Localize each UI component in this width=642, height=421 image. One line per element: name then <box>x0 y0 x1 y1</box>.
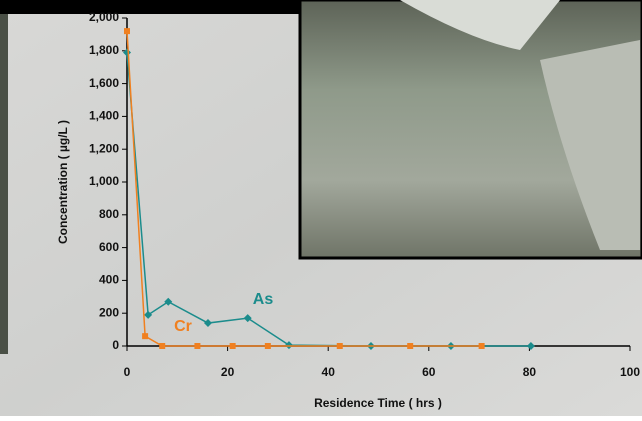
y-tick-label: 400 <box>99 273 119 287</box>
x-tick-label: 60 <box>422 365 436 379</box>
x-tick-label: 0 <box>124 365 131 379</box>
x-tick-label: 40 <box>322 365 336 379</box>
marker <box>407 343 413 349</box>
slide: Residence Time ( hrs ) Concentration ( µ… <box>0 0 642 416</box>
y-tick-label: 2,000 <box>89 10 119 24</box>
y-tick-label: 1,000 <box>89 174 119 188</box>
y-tick-label: 1,800 <box>89 43 119 57</box>
y-tick-label: 1,600 <box>89 76 119 90</box>
x-tick-label: 100 <box>620 365 640 379</box>
y-tick-label: 0 <box>112 338 119 352</box>
marker <box>230 343 236 349</box>
y-tick-label: 1,400 <box>89 109 119 123</box>
marker <box>159 343 165 349</box>
x-axis-title: Residence Time ( hrs ) <box>314 396 442 410</box>
marker <box>142 333 148 339</box>
series-label: As <box>253 291 274 308</box>
y-axis-title: Concentration ( µg/L ) <box>56 120 70 244</box>
series-label: Cr <box>174 318 192 335</box>
marker <box>265 343 271 349</box>
marker <box>194 343 200 349</box>
y-tick-label: 600 <box>99 240 119 254</box>
y-tick-label: 1,200 <box>89 141 119 155</box>
x-tick-label: 20 <box>221 365 235 379</box>
left-photo-edge <box>0 14 8 354</box>
marker <box>337 343 343 349</box>
y-tick-label: 800 <box>99 207 119 221</box>
marker <box>479 343 485 349</box>
x-tick-label: 80 <box>523 365 537 379</box>
marker <box>124 28 130 34</box>
y-tick-label: 200 <box>99 305 119 319</box>
